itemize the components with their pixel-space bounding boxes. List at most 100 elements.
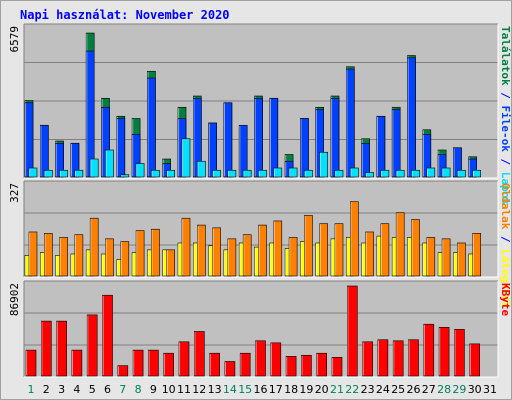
pages-bar-3-body bbox=[59, 169, 68, 178]
files-bar-1-body bbox=[24, 102, 34, 178]
files-bar-16-body bbox=[254, 97, 263, 178]
files-bar-22-body bbox=[345, 68, 355, 178]
files-bar-15 bbox=[238, 124, 248, 178]
sites-bar-2 bbox=[43, 233, 53, 277]
x-tick-label: 9 bbox=[150, 383, 157, 396]
sites-bar-8-body bbox=[135, 230, 145, 277]
legend-entry: Találatok bbox=[499, 26, 512, 86]
x-tick-label: 4 bbox=[73, 383, 80, 396]
pages-bar-28 bbox=[441, 167, 451, 178]
chart-title: Napi használat: November 2020 bbox=[20, 8, 230, 22]
sites-bar-1 bbox=[28, 231, 38, 277]
sites-bar-10-body bbox=[166, 249, 175, 277]
x-tick-label: 12 bbox=[192, 383, 206, 396]
kbytes-bar-29-body bbox=[454, 329, 465, 377]
sites-bar-16 bbox=[258, 224, 267, 277]
files-bar-26 bbox=[407, 57, 416, 178]
files-bar-17-body bbox=[269, 97, 279, 178]
sites-bar-19 bbox=[304, 215, 313, 277]
sites-bar-2-body bbox=[43, 233, 53, 277]
files-bar-24 bbox=[376, 115, 386, 178]
kbytes-bar-28-body bbox=[438, 327, 450, 377]
sites-bar-6 bbox=[105, 238, 114, 277]
pages-bar-5 bbox=[89, 158, 99, 178]
x-tick-label: 31 bbox=[483, 383, 497, 396]
x-tick-label: 25 bbox=[391, 383, 405, 396]
pages-bar-26-body bbox=[411, 169, 420, 178]
sites-bar-10 bbox=[166, 249, 175, 277]
sites-bar-7-body bbox=[120, 241, 130, 277]
pages-bar-7 bbox=[120, 174, 130, 178]
kbytes-bar-14-body bbox=[224, 361, 236, 377]
pages-bar-22-body bbox=[349, 167, 359, 178]
files-bar-15-body bbox=[238, 124, 248, 178]
files-bar-26-body bbox=[407, 57, 416, 178]
kbytes-bar-23 bbox=[362, 341, 373, 377]
pages-bar-25 bbox=[395, 169, 405, 178]
kbytes-bar-5-body bbox=[86, 314, 98, 377]
sites-bar-24 bbox=[380, 223, 390, 277]
x-tick-label: 28 bbox=[437, 383, 451, 396]
files-bar-7-body bbox=[116, 118, 126, 178]
kbytes-bar-3 bbox=[56, 320, 67, 377]
sites-bar-4 bbox=[74, 234, 84, 277]
sites-bar-11 bbox=[181, 217, 191, 277]
sites-bar-29-body bbox=[457, 242, 466, 277]
files-bar-2-body bbox=[39, 124, 49, 178]
pages-bar-6-body bbox=[105, 149, 114, 178]
pages-bar-23-body bbox=[365, 172, 374, 178]
pages-bar-19 bbox=[304, 169, 313, 178]
kbytes-bar-10-body bbox=[163, 352, 174, 377]
pages-bar-9 bbox=[151, 169, 160, 178]
kbytes-bar-8 bbox=[132, 349, 144, 377]
sites-bar-21 bbox=[334, 223, 344, 277]
kbytes-bar-12-body bbox=[194, 331, 205, 377]
sites-bar-20 bbox=[319, 223, 329, 277]
kbytes-bar-29 bbox=[454, 329, 465, 377]
sites-bar-28-body bbox=[441, 238, 451, 277]
pages-bar-14 bbox=[227, 169, 237, 178]
pages-bar-18-body bbox=[288, 167, 298, 178]
kbytes-bar-18-body bbox=[285, 356, 297, 377]
x-tick-label: 5 bbox=[89, 383, 96, 396]
files-bar-14-body bbox=[223, 102, 233, 178]
pages-bar-14-body bbox=[227, 169, 237, 178]
legend-entry: KByte bbox=[499, 283, 512, 316]
sites-bar-13 bbox=[212, 227, 221, 277]
kbytes-bar-2-body bbox=[40, 320, 52, 377]
kbytes-bar-2 bbox=[40, 320, 52, 377]
kbytes-bar-23-body bbox=[362, 341, 373, 377]
pages-bar-25-body bbox=[395, 169, 405, 178]
files-bar-9 bbox=[147, 77, 156, 178]
pages-bar-23 bbox=[365, 172, 374, 178]
sites-bar-5-body bbox=[89, 217, 99, 277]
kbytes-bar-30 bbox=[469, 343, 481, 377]
kbytes-bar-15-body bbox=[239, 352, 251, 377]
kbytes-bar-25 bbox=[392, 340, 404, 377]
x-tick-label: 3 bbox=[58, 383, 65, 396]
files-bar-19 bbox=[300, 118, 309, 178]
pages-bar-21-body bbox=[334, 169, 344, 178]
legend-separator: / bbox=[499, 86, 512, 106]
sites-bar-17 bbox=[273, 220, 283, 277]
sites-bar-16-body bbox=[258, 224, 267, 277]
sites-bar-25 bbox=[395, 212, 405, 277]
pages-bar-15-body bbox=[242, 169, 252, 178]
pages-bar-8-body bbox=[135, 163, 145, 178]
pages-bar-7-body bbox=[120, 174, 130, 178]
kbytes-bar-26 bbox=[408, 339, 419, 377]
kbytes-bar-24 bbox=[377, 339, 389, 377]
kbytes-bar-19-body bbox=[301, 354, 312, 377]
kbytes-bar-7 bbox=[117, 365, 129, 377]
legend-separator: / bbox=[499, 152, 512, 172]
sites-bar-21-body bbox=[334, 223, 344, 277]
x-tick-label: 6 bbox=[104, 383, 111, 396]
files-bar-2 bbox=[39, 124, 49, 178]
sites-bar-25-body bbox=[395, 212, 405, 277]
pages-bar-22 bbox=[349, 167, 359, 178]
pages-bar-20-body bbox=[319, 151, 329, 178]
files-bar-14 bbox=[223, 102, 233, 178]
kbytes-bar-17-body bbox=[270, 342, 282, 377]
pages-bar-2-body bbox=[43, 169, 53, 178]
x-tick-label: 11 bbox=[177, 383, 191, 396]
